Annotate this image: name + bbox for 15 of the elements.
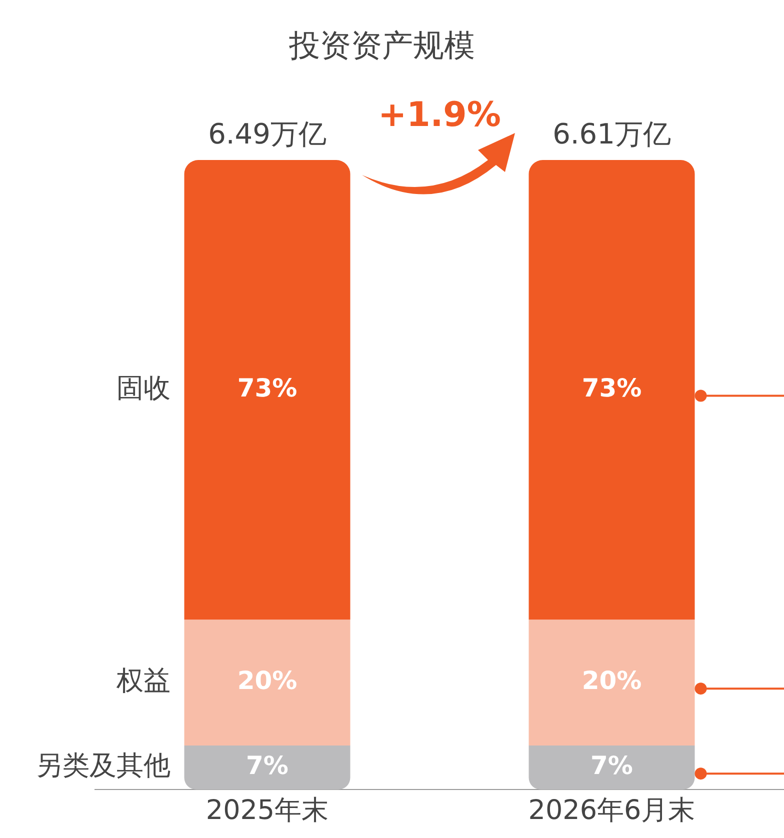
data-label: 20% <box>237 666 298 696</box>
data-label: 7% <box>246 751 288 780</box>
x-tick-label: 2025年末 <box>206 794 329 826</box>
series-label: 固收 <box>116 372 170 404</box>
chart-title: 投资资产规模 <box>288 28 475 64</box>
series-label: 另类及其他 <box>35 750 170 782</box>
text: 6.49万亿 <box>208 117 326 150</box>
data-label: 20% <box>582 666 642 696</box>
data-label: 7% <box>590 751 633 780</box>
data-label: 73% <box>237 373 298 402</box>
x-tick-label: 2026年6月末 <box>528 794 696 826</box>
series-label: 权益 <box>115 666 170 697</box>
data-label: 73% <box>582 373 642 402</box>
text: +1.9% <box>378 94 501 135</box>
text: 6.61万亿 <box>552 117 671 150</box>
